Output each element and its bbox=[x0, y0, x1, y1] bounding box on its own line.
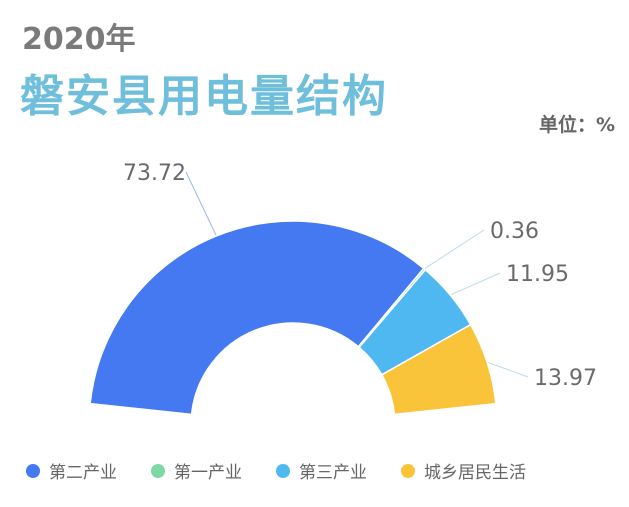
chart-subtitle: 2020年 bbox=[22, 22, 136, 57]
legend-dot-icon bbox=[26, 463, 40, 478]
legend-dot-icon bbox=[151, 463, 165, 478]
chart-legend: 第二产业 第一产业 第三产业 城乡居民生活 bbox=[26, 458, 626, 483]
chart-title: 磐安县用电量结构 bbox=[20, 71, 388, 122]
leader-line-secondary-industry bbox=[185, 171, 217, 236]
legend-label: 第二产业 bbox=[49, 463, 117, 483]
legend-label: 城乡居民生活 bbox=[424, 463, 526, 483]
legend-item-residential-life: 城乡居民生活 bbox=[401, 458, 526, 483]
legend-label: 第一产业 bbox=[174, 463, 242, 483]
slice-secondary-industry bbox=[89, 220, 425, 416]
legend-item-tertiary-industry: 第三产业 bbox=[276, 458, 367, 483]
data-label-tertiary-industry: 11.95 bbox=[506, 262, 569, 287]
leader-line-tertiary-industry bbox=[450, 272, 501, 296]
data-label-residential-life: 13.97 bbox=[534, 366, 597, 391]
legend-item-primary-industry: 第一产业 bbox=[151, 458, 242, 483]
legend-label: 第三产业 bbox=[299, 463, 367, 483]
legend-dot-icon bbox=[276, 463, 290, 478]
data-label-primary-industry: 0.36 bbox=[490, 219, 539, 244]
data-label-secondary-industry: 73.72 bbox=[123, 161, 186, 186]
unit-label: 单位：% bbox=[538, 114, 615, 136]
leader-line-residential-life bbox=[488, 362, 529, 378]
leader-line-primary-industry bbox=[424, 229, 485, 269]
slice-residential-life bbox=[380, 323, 497, 416]
legend-item-secondary-industry: 第二产业 bbox=[26, 458, 117, 483]
legend-dot-icon bbox=[401, 463, 415, 478]
